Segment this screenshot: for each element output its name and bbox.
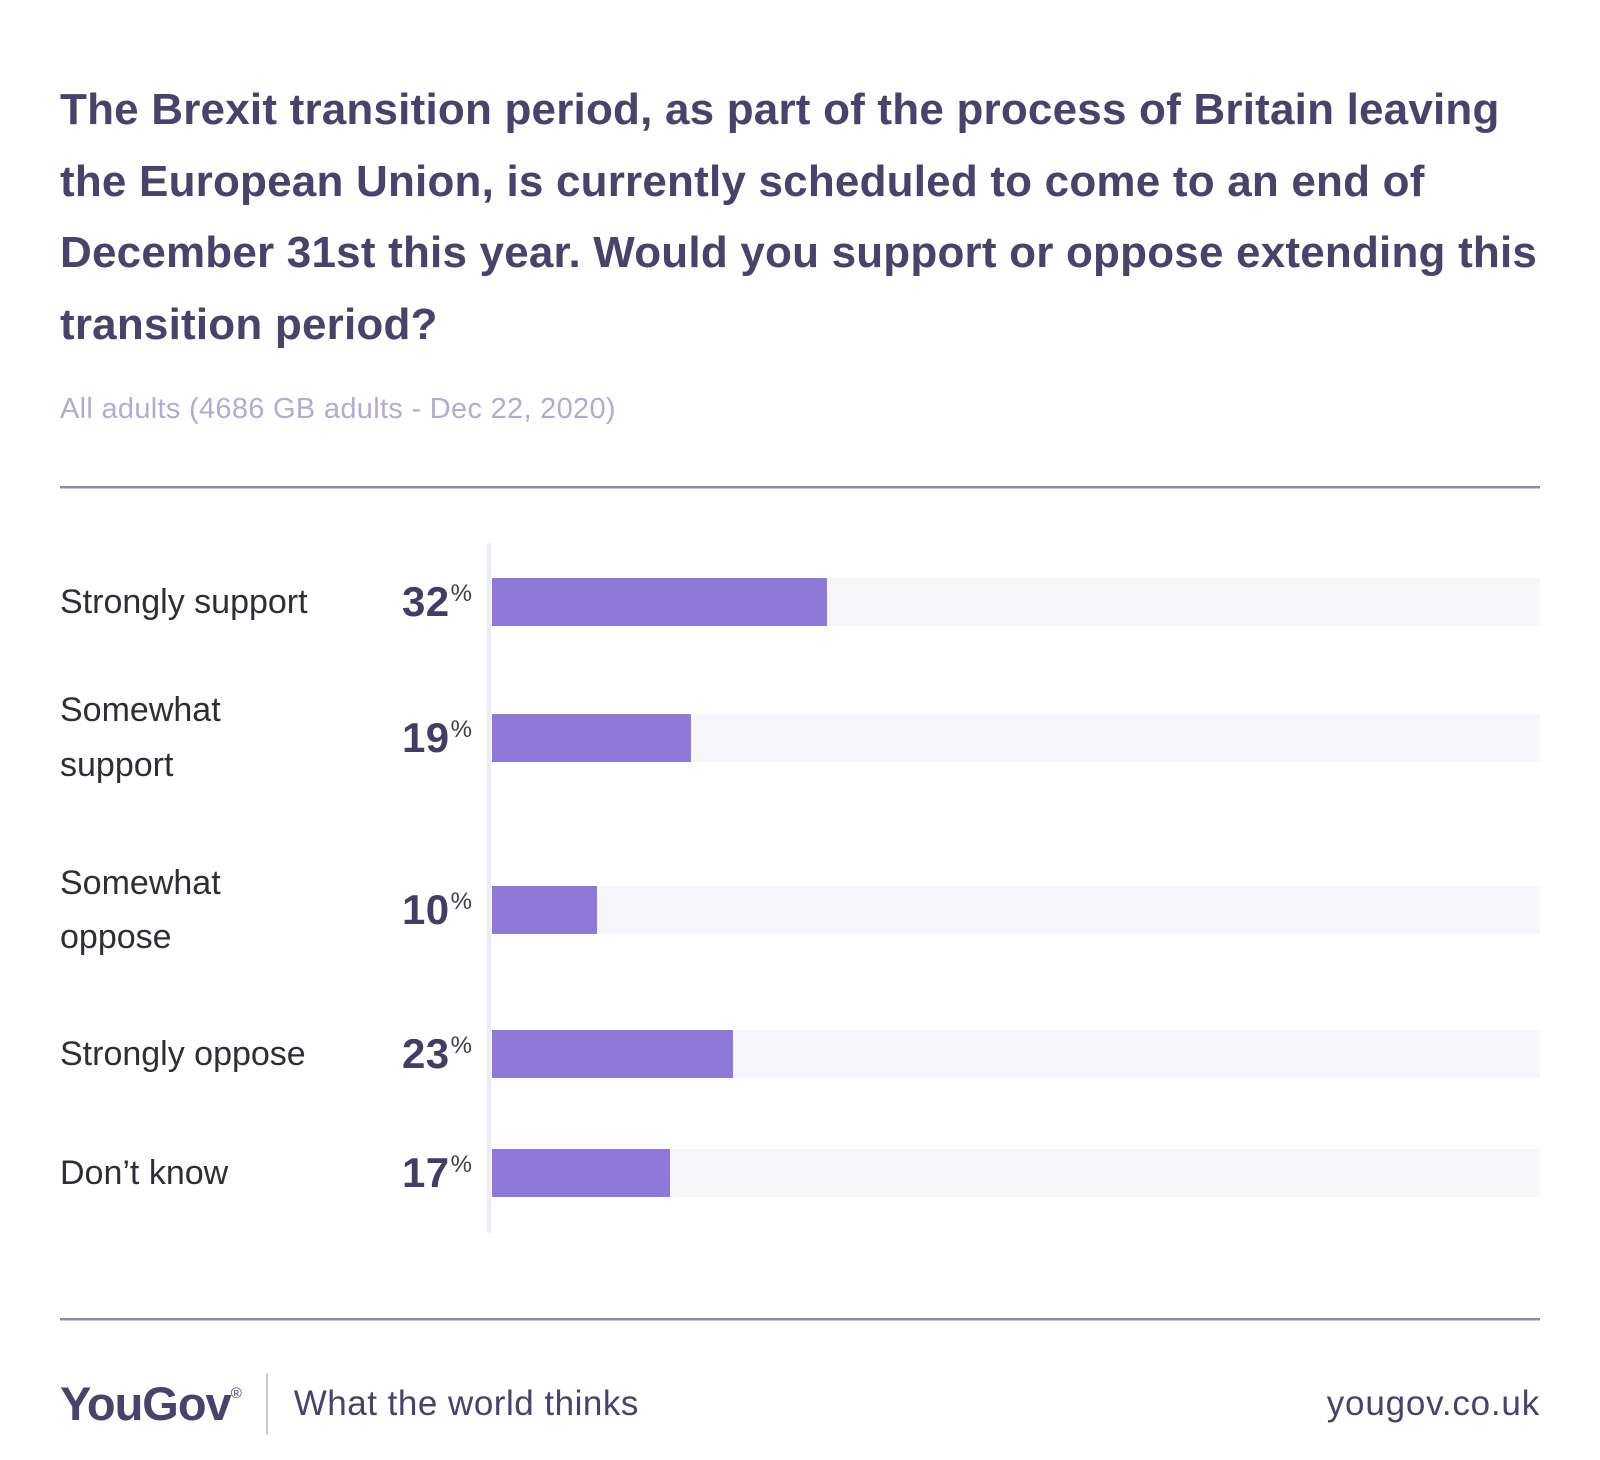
chart-subtitle: All adults (4686 GB adults - Dec 22, 202… [60, 392, 616, 425]
percent-sign: % [450, 1151, 472, 1179]
bar-fill [492, 578, 828, 627]
value-label: 19% [330, 714, 492, 762]
footer-divider [60, 1317, 1540, 1321]
category-label: Strongly support [60, 582, 308, 621]
footer-vertical-divider [265, 1372, 268, 1435]
value-label: 32% [330, 578, 492, 626]
y-axis-line [487, 542, 491, 1233]
bar-fill [492, 1030, 734, 1079]
bar-chart: Strongly support 32% Somewhat support 19… [60, 542, 1540, 1233]
bar-row-somewhat-oppose: Somewhat oppose 10% [60, 856, 1540, 965]
value-number: 17 [401, 1149, 450, 1197]
category-label: Don’t know [60, 1154, 229, 1193]
bar-track [492, 578, 1540, 627]
yougov-logo: YouGov® [60, 1376, 242, 1431]
value-number: 32 [401, 578, 450, 626]
category-label: Somewhat oppose [60, 864, 221, 957]
percent-sign: % [450, 888, 472, 916]
bar-fill [492, 1149, 671, 1198]
category-label: Somewhat support [60, 691, 221, 784]
bar-fill [492, 886, 597, 935]
bar-track [492, 713, 1540, 762]
value-number: 10 [401, 886, 450, 934]
bar-row-strongly-oppose: Strongly oppose 23% [60, 1027, 1540, 1081]
chart-title: The Brexit transition period, as part of… [60, 85, 1538, 350]
value-number: 19 [401, 713, 450, 761]
plot-area: Strongly support 32% Somewhat support 19… [60, 542, 1540, 1233]
value-label: 17% [330, 1149, 492, 1197]
category-label: Strongly oppose [60, 1034, 306, 1073]
percent-sign: % [450, 1032, 472, 1060]
bar-row-somewhat-support: Somewhat support 19% [60, 683, 1540, 792]
value-label: 23% [330, 1030, 492, 1078]
header-divider [60, 485, 1540, 489]
value-label: 10% [330, 886, 492, 934]
bar-track [492, 1149, 1540, 1198]
footer-website: yougov.co.uk [1326, 1383, 1540, 1423]
bar-track [492, 886, 1540, 935]
yougov-logo-text: YouGov [60, 1377, 232, 1431]
footer-tagline: What the world thinks [293, 1383, 639, 1423]
bar-row-dont-know: Don’t know 17% [60, 1146, 1540, 1200]
footer: YouGov® What the world thinks yougov.co.… [60, 1372, 1540, 1435]
bar-track [492, 1030, 1540, 1079]
bar-fill [492, 713, 692, 762]
value-number: 23 [401, 1030, 450, 1078]
registered-trademark-icon: ® [230, 1385, 242, 1403]
percent-sign: % [450, 715, 472, 743]
bar-row-strongly-support: Strongly support 32% [60, 575, 1540, 629]
percent-sign: % [450, 580, 472, 608]
